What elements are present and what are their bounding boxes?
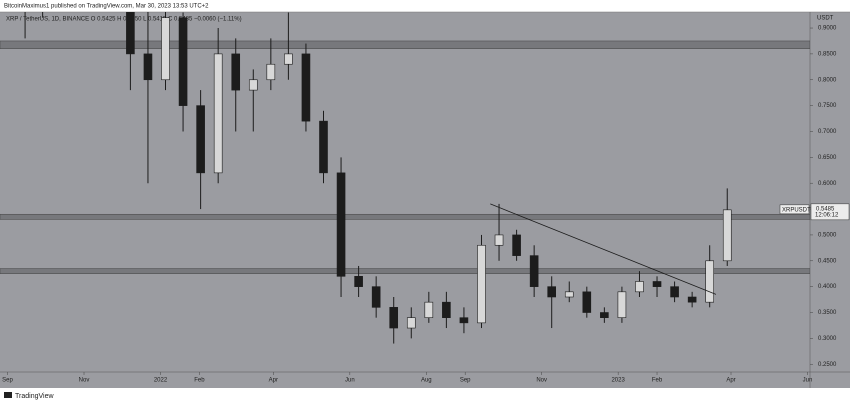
candle-body xyxy=(635,281,644,293)
x-tick-label: Sep xyxy=(2,378,13,384)
candle-body xyxy=(494,234,504,246)
candle-body xyxy=(266,63,276,81)
candle-body xyxy=(670,286,679,298)
price-tag-label: 0.5485 xyxy=(816,206,835,212)
candle-body xyxy=(213,53,223,174)
zone xyxy=(0,268,810,274)
candle-body xyxy=(336,172,346,277)
x-tick-label: Apr xyxy=(726,378,735,384)
candle-body xyxy=(547,286,557,298)
y-tick-label: 0.5000 xyxy=(818,233,837,239)
y-tick-label: 0.7500 xyxy=(818,103,837,109)
candle-body xyxy=(248,79,258,91)
y-axis-label: USDT xyxy=(817,16,834,22)
y-tick-label: 0.8500 xyxy=(818,51,837,57)
candle-body xyxy=(178,17,188,106)
candle-body xyxy=(652,281,662,287)
x-tick-label: Aug xyxy=(421,378,432,384)
x-tick-label: Apr xyxy=(269,378,278,384)
candle-body xyxy=(705,260,714,303)
zone xyxy=(0,40,810,49)
x-tick-label: Nov xyxy=(536,378,547,384)
y-tick-label: 0.4000 xyxy=(818,284,837,290)
candle-body xyxy=(564,291,574,298)
candle-body xyxy=(512,234,521,256)
y-tick-label: 0.9000 xyxy=(818,26,837,32)
x-tick-label: Feb xyxy=(194,378,205,384)
x-tick-label: 2023 xyxy=(611,378,625,384)
candle-body xyxy=(126,12,135,55)
candle-body xyxy=(529,255,539,287)
candle-body xyxy=(582,291,592,313)
chart-background xyxy=(0,12,850,388)
zone xyxy=(0,213,810,220)
price-tag xyxy=(810,203,850,221)
series-tag xyxy=(779,204,810,215)
price-tag-countdown: 12:06:12 xyxy=(815,212,839,218)
x-tick-label: Nov xyxy=(79,378,90,384)
trendline xyxy=(490,203,717,295)
x-tick-label: 2022 xyxy=(154,378,168,384)
candle-body xyxy=(424,301,434,318)
candle-body xyxy=(459,317,469,324)
candle-body xyxy=(231,53,241,91)
x-tick-label: Feb xyxy=(652,378,663,384)
publisher: BitcoinMaximus1 published on TradingView… xyxy=(4,4,209,10)
candle-body xyxy=(161,17,170,81)
y-tick-label: 0.6500 xyxy=(818,155,837,161)
candle-body xyxy=(196,105,205,174)
candle-body xyxy=(301,53,311,122)
plot xyxy=(0,0,810,344)
footer-logo xyxy=(4,392,12,398)
candle-body xyxy=(617,291,627,318)
candle-body xyxy=(687,296,697,303)
candle-body xyxy=(354,276,363,287)
y-tick-label: 0.6000 xyxy=(818,181,837,187)
candle-body xyxy=(600,312,609,318)
x-tick-label: Jun xyxy=(345,378,355,384)
y-tick-label: 0.8000 xyxy=(818,77,837,83)
candle-body xyxy=(39,0,47,2)
candle-body xyxy=(371,286,381,308)
candle-body xyxy=(477,244,486,324)
legend-text: XRP / TetherUS, 1D, BINANCE O 0.5425 H 0… xyxy=(6,17,242,23)
series-name: XRPUSDT xyxy=(782,207,811,213)
y-tick-label: 0.3500 xyxy=(818,310,837,316)
x-tick-label: Sep xyxy=(460,378,471,384)
candle-body xyxy=(319,120,328,174)
candle-body xyxy=(284,53,293,65)
candle-body xyxy=(389,307,399,329)
x-tick-label: Jun xyxy=(803,378,813,384)
candle-body xyxy=(442,301,451,318)
y-tick-label: 0.3000 xyxy=(818,336,837,342)
candle-body xyxy=(143,53,153,81)
footer: TradingView xyxy=(15,393,54,400)
candle-body xyxy=(722,209,732,262)
y-tick-label: 0.7000 xyxy=(818,129,837,135)
candle-body xyxy=(21,0,29,2)
y-tick-label: 0.4500 xyxy=(818,258,837,264)
candle-body xyxy=(406,317,416,329)
y-tick-label: 0.2500 xyxy=(818,362,837,368)
